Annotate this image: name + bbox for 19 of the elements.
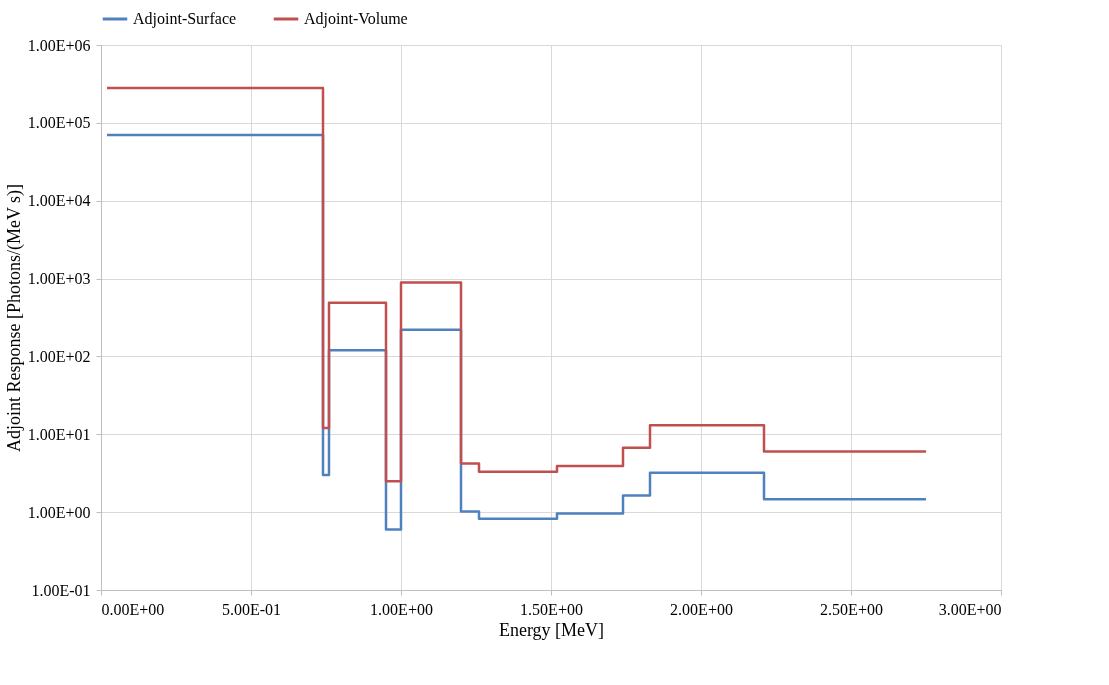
x-tick-label: 2.00E+00 — [670, 600, 733, 618]
x-tick-label: 2.50E+00 — [820, 600, 883, 618]
x-axis-title: Energy [MeV] — [498, 619, 605, 640]
x-tick-label: 1.00E+00 — [370, 600, 433, 618]
x-tick-label: 3.00E+00 — [938, 600, 1002, 618]
y-tick-label: 1.00E+05 — [27, 114, 91, 132]
y-tick-label: 1.00E+04 — [27, 192, 91, 210]
x-tick-label: 5.00E-01 — [221, 600, 282, 618]
legend-label: Adjoint-Volume — [304, 10, 408, 28]
y-tick-label: 1.00E+00 — [27, 503, 91, 521]
y-tick-label: 1.00E+01 — [27, 425, 91, 443]
y-tick-label: 1.00E-01 — [31, 581, 91, 599]
y-tick-label: 1.00E+06 — [27, 36, 91, 54]
x-tick-label: 1.50E+00 — [520, 600, 583, 618]
y-axis-title: Adjoint Response [Photons/(MeV s)] — [3, 183, 25, 453]
y-tick-label: 1.00E+03 — [27, 270, 91, 288]
legend-label: Adjoint-Surface — [133, 10, 237, 28]
x-tick-label: 0.00E+00 — [101, 600, 165, 618]
y-tick-label: 1.00E+02 — [27, 347, 91, 365]
